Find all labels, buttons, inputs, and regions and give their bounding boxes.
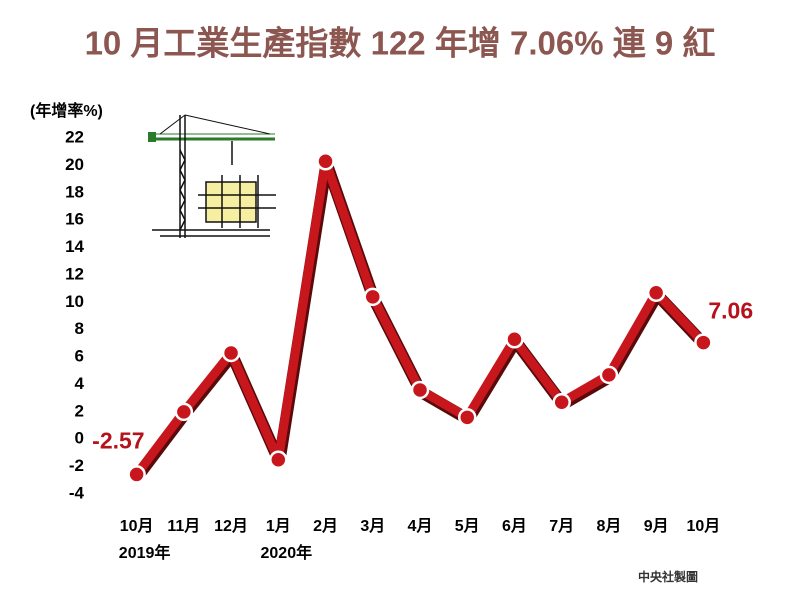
value-label: -2.57 bbox=[92, 427, 144, 453]
chart-title: 10 月工業生產指數 122 年增 7.06% 連 9 紅 bbox=[85, 25, 716, 62]
y-tick-label: -2 bbox=[69, 456, 84, 475]
x-tick-label: 9月 bbox=[644, 517, 669, 535]
point bbox=[316, 152, 335, 171]
point bbox=[410, 380, 430, 400]
point bbox=[174, 402, 194, 422]
x-tick-label: 12月 bbox=[214, 517, 248, 535]
x-tick-label: 10月 bbox=[686, 517, 720, 535]
x-tick-label: 11月 bbox=[167, 517, 200, 535]
y-tick-label: 0 bbox=[75, 429, 84, 448]
x-tick-label: 2月 bbox=[313, 517, 338, 535]
y-tick-label: 12 bbox=[65, 264, 84, 283]
x-group-label: 2020年 bbox=[261, 543, 313, 562]
x-tick-label: 8月 bbox=[596, 517, 621, 535]
crane-icon bbox=[148, 114, 276, 238]
point bbox=[127, 465, 146, 484]
x-tick-label: 1月 bbox=[266, 517, 291, 535]
point bbox=[552, 393, 571, 412]
point bbox=[269, 450, 288, 470]
point bbox=[694, 333, 713, 352]
y-tick-label: 10 bbox=[65, 292, 84, 311]
x-tick-label: 6月 bbox=[502, 517, 527, 535]
y-tick-label: -4 bbox=[69, 483, 85, 502]
point bbox=[599, 365, 619, 385]
y-tick-label: 2 bbox=[75, 401, 84, 420]
x-group-label: 2019年 bbox=[119, 543, 171, 562]
value-label: 7.06 bbox=[708, 298, 753, 324]
x-tick-label: 3月 bbox=[360, 517, 385, 535]
y-tick-label: 14 bbox=[65, 237, 84, 256]
point bbox=[457, 408, 477, 427]
point bbox=[221, 343, 241, 363]
y-tick-label: 6 bbox=[75, 347, 84, 366]
y-tick-label: 22 bbox=[65, 127, 84, 146]
point bbox=[646, 283, 666, 302]
y-tick-label: 16 bbox=[65, 210, 84, 229]
point bbox=[505, 330, 524, 349]
y-tick-label: 20 bbox=[65, 155, 84, 174]
x-tick-label: 5月 bbox=[455, 517, 480, 535]
y-tick-label: 8 bbox=[75, 319, 84, 338]
y-axis-label: (年增率%) bbox=[30, 101, 103, 120]
x-tick-label: 4月 bbox=[408, 517, 433, 535]
y-tick-label: 4 bbox=[75, 374, 85, 393]
x-tick-label: 10月 bbox=[120, 517, 154, 535]
y-tick-label: 18 bbox=[65, 182, 84, 201]
source: 中央社製圖 bbox=[638, 569, 698, 584]
x-tick-label: 7月 bbox=[549, 517, 574, 535]
point bbox=[363, 287, 383, 307]
